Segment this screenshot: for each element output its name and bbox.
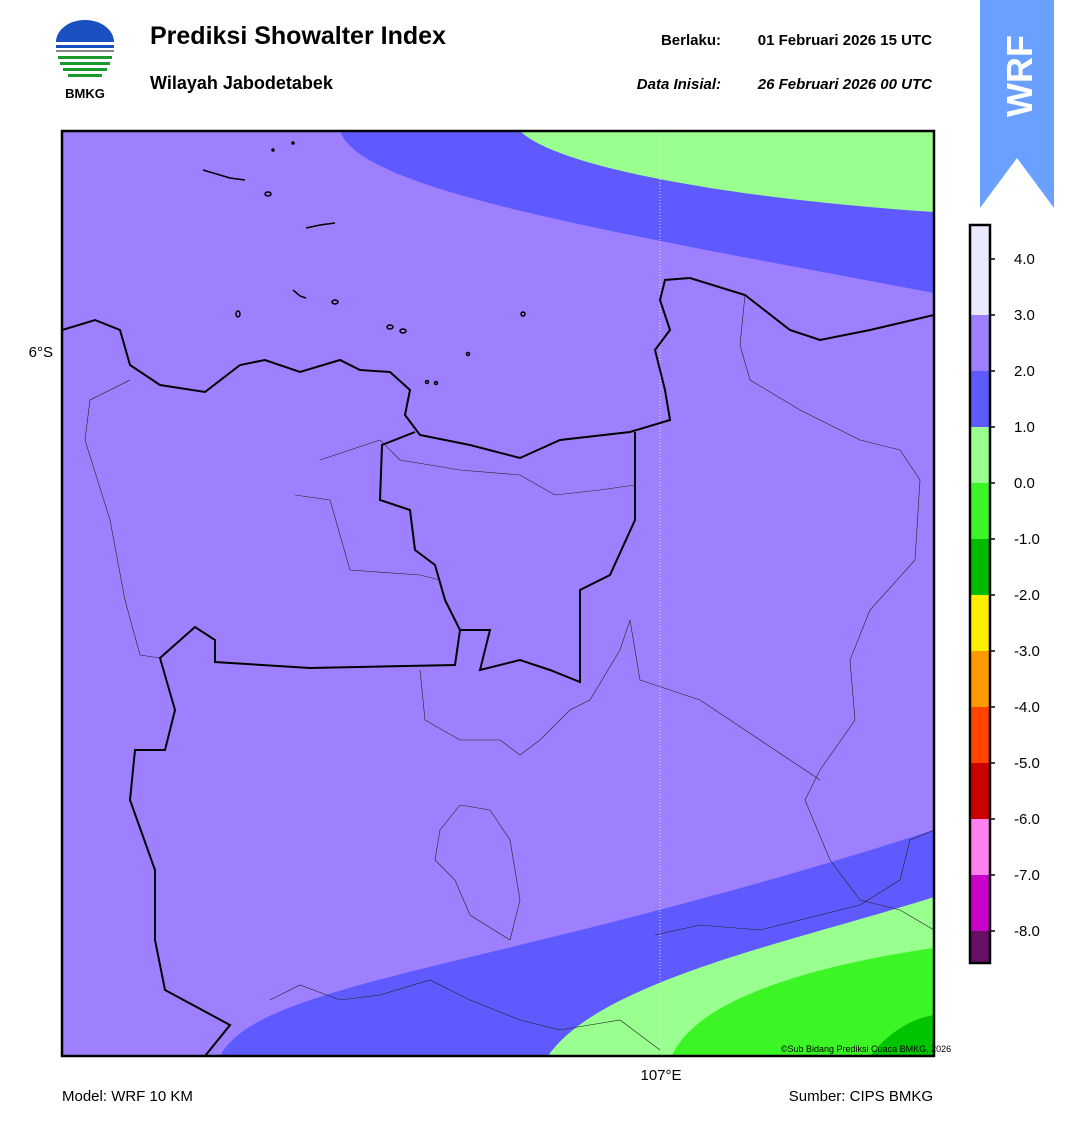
logo-label: BMKG xyxy=(65,86,105,101)
colorbar-tick-label: -8.0 xyxy=(1014,923,1040,940)
lon-label: 107°E xyxy=(640,1067,681,1084)
badge xyxy=(980,0,1054,208)
copyright: ©Sub Bidang Prediksi Cuaca BMKG, 2026 xyxy=(781,1044,951,1054)
valid-time: 01 Februari 2026 15 UTC xyxy=(758,32,932,49)
colorbar-tick-label: -3.0 xyxy=(1014,643,1040,660)
footer-model: Model: WRF 10 KM xyxy=(62,1088,193,1105)
colorbar-tick-label: -4.0 xyxy=(1014,699,1040,716)
colorbar-tick-label: 3.0 xyxy=(1014,307,1035,324)
logo: BMKG xyxy=(56,20,114,101)
colorbar-tick-label: -6.0 xyxy=(1014,811,1040,828)
colorbar: 4.0 3.0 2.0 1.0 0.0 -1.0 -2.0 -3.0 -4.0 -5.0 -6.0 -… xyxy=(968,223,1040,965)
colorbar-tick-label: 4.0 xyxy=(1014,251,1035,268)
colorbar-tick-label: 2.0 xyxy=(1014,363,1035,380)
colorbar-tick-label: 0.0 xyxy=(1014,475,1035,492)
valid-label: Berlaku: xyxy=(661,32,721,49)
map: ©Sub Bidang Prediksi Cuaca BMKG, 2026 6°… xyxy=(29,129,951,1084)
footer-source: Sumber: CIPS BMKG xyxy=(789,1088,933,1105)
colorbar-tick-label: -5.0 xyxy=(1014,755,1040,772)
subtitle: Wilayah Jabodetabek xyxy=(150,73,334,93)
lat-label: 6°S xyxy=(29,344,53,361)
colorbar-tick-label: 1.0 xyxy=(1014,419,1035,436)
init-label: Data Inisial: xyxy=(637,76,721,93)
badge-label: WRF xyxy=(999,35,1040,117)
title: Prediksi Showalter Index xyxy=(150,22,446,50)
colorbar-tick-label: -2.0 xyxy=(1014,587,1040,604)
colorbar-tick-label: -7.0 xyxy=(1014,867,1040,884)
init-time: 26 Februari 2026 00 UTC xyxy=(757,76,933,93)
colorbar-tick-label: -1.0 xyxy=(1014,531,1040,548)
